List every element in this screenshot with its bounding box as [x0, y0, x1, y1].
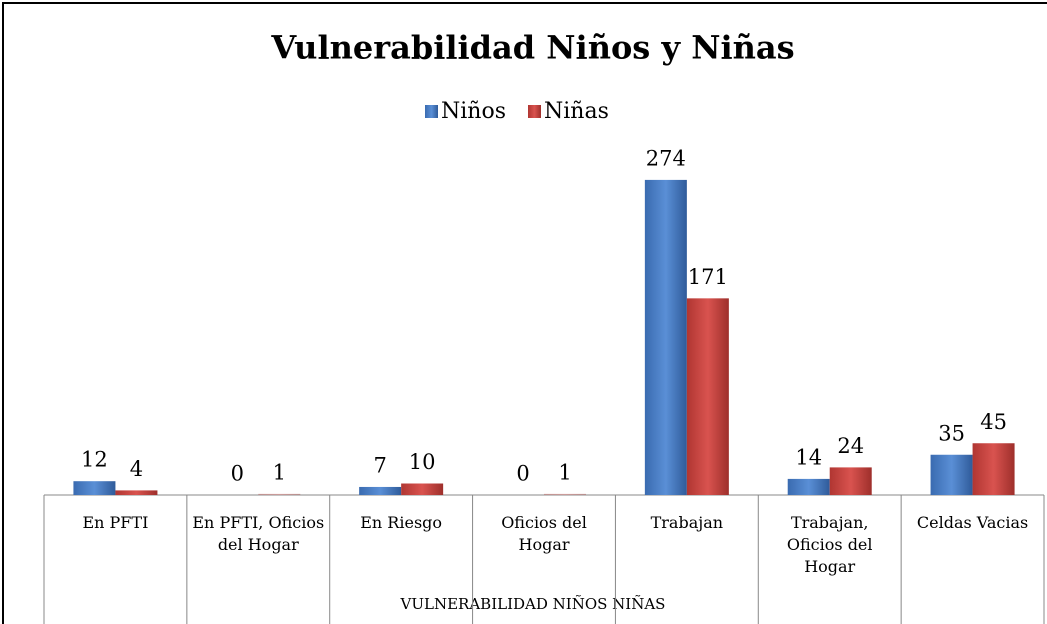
bar	[644, 179, 687, 495]
data-label: 0	[516, 462, 529, 486]
bar	[787, 478, 830, 495]
data-label: 45	[980, 410, 1007, 434]
x-tick-label: Trabajan, Oficios del Hogar	[786, 513, 873, 576]
x-tick-label: Trabajan	[650, 513, 724, 532]
data-label: 12	[81, 448, 108, 472]
data-label: 274	[646, 146, 686, 170]
legend-label: Niños	[441, 99, 506, 124]
chart-title: Vulnerabilidad Niños y Niñas	[270, 29, 794, 67]
data-label: 10	[409, 450, 436, 474]
x-tick-label: En Riesgo	[360, 513, 443, 532]
legend-label: Niñas	[544, 99, 609, 124]
data-label: 14	[795, 445, 822, 469]
bar	[829, 467, 872, 495]
bar	[686, 298, 729, 495]
legend-swatch	[528, 105, 541, 118]
data-label: 24	[837, 434, 864, 458]
bar	[359, 486, 402, 495]
x-tick-label: En PFTI	[82, 513, 149, 532]
bar	[115, 490, 158, 495]
bar	[73, 481, 116, 495]
x-tick-label: Oficios del Hogar	[501, 513, 587, 554]
bar	[401, 483, 444, 495]
data-label: 171	[688, 265, 728, 289]
data-label: 35	[938, 421, 965, 445]
data-label: 0	[231, 462, 244, 486]
x-tick-label: Celdas Vacias	[916, 513, 1029, 532]
bar	[544, 493, 586, 495]
bar	[258, 493, 301, 495]
data-label: 7	[373, 453, 386, 477]
bar	[972, 443, 1015, 495]
data-label: 1	[558, 460, 571, 484]
x-axis-title: VULNERABILIDAD NIÑOS NIÑAS	[400, 595, 666, 613]
bar	[930, 454, 973, 495]
data-label: 4	[130, 457, 143, 481]
legend-swatch	[425, 105, 438, 118]
x-tick-label: En PFTI, Oficios del Hogar	[192, 513, 325, 554]
data-label: 1	[273, 460, 286, 484]
